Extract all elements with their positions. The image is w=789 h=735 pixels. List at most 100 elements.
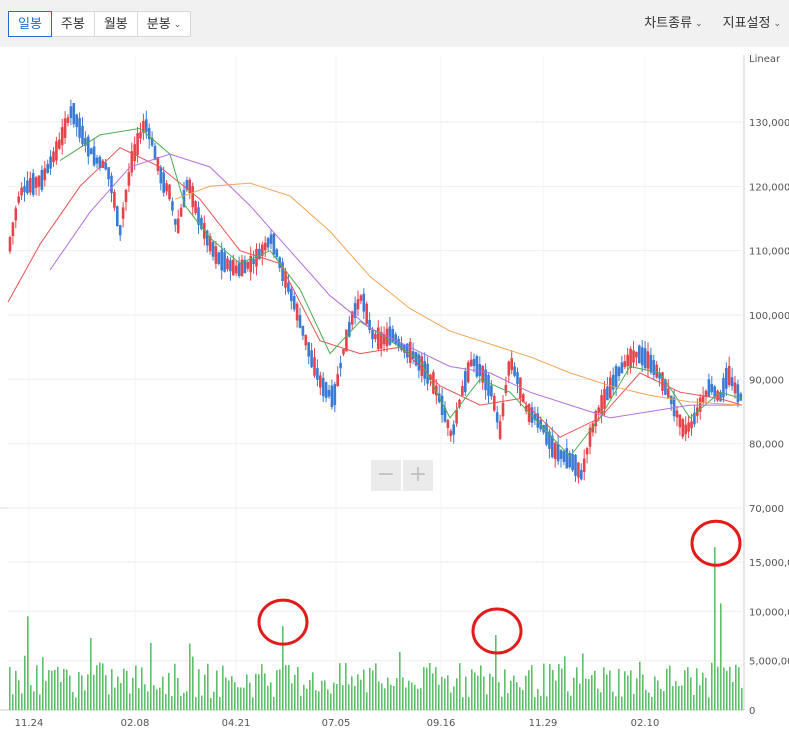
candle-body (623, 361, 627, 368)
candle-body (388, 326, 392, 345)
candle-body (600, 395, 603, 414)
candle-body (469, 359, 473, 367)
candle-body (548, 431, 551, 449)
volume-bar (729, 666, 731, 710)
volume-bar (549, 664, 551, 710)
candle-body (675, 410, 679, 418)
candle-body (609, 377, 612, 399)
candle-body (571, 454, 574, 471)
volume-bar (111, 669, 113, 710)
candle-body (464, 371, 467, 393)
candle-body (8, 236, 12, 252)
indicator-settings-menu[interactable]: 지표설정 ⌄ (723, 11, 781, 37)
volume-bar (411, 682, 413, 710)
volume-bar (450, 692, 452, 710)
volume-bar (360, 679, 362, 710)
candle-body (240, 259, 244, 276)
candle-body (725, 367, 728, 389)
volume-bar (249, 682, 251, 710)
candle-body (124, 189, 128, 203)
candle-body (348, 321, 351, 337)
candle-body (530, 407, 534, 423)
volume-bar (84, 690, 86, 710)
volume-bar (114, 687, 116, 710)
volume-bar (171, 696, 173, 710)
candle-body (556, 444, 560, 462)
volume-bar (243, 687, 245, 710)
candle-body (524, 405, 528, 412)
volume-bar (423, 666, 425, 710)
volume-bar (651, 696, 653, 710)
volume-bar (702, 672, 704, 710)
candle-body (72, 103, 76, 125)
price-tick-label: 110,000 (749, 247, 789, 258)
candle-body (118, 225, 122, 236)
tab-weekly[interactable]: 주봉 (50, 11, 95, 37)
candle-body (484, 369, 487, 391)
volume-bar (165, 694, 167, 710)
candle-body (197, 207, 200, 225)
volume-bar (54, 669, 56, 710)
candle-body (495, 412, 499, 423)
volume-bar (195, 697, 197, 710)
candle-body (472, 359, 476, 367)
volume-bar (72, 692, 74, 710)
volume-bar (330, 693, 332, 710)
stock-chart[interactable]: 130,000 120,000 110,000 100,000 90,000 80,000… (0, 47, 789, 735)
tab-monthly[interactable]: 월봉 (93, 11, 138, 37)
candle-body (707, 379, 711, 397)
candlesticks (8, 99, 743, 484)
candle-body (391, 329, 395, 342)
candle-body (638, 345, 641, 364)
chart-type-menu[interactable]: 차트종류 ⌄ (644, 11, 702, 37)
candle-body (29, 178, 32, 193)
volume-bar (96, 665, 98, 710)
candle-body (510, 358, 513, 371)
volume-bar (384, 688, 386, 710)
volume-bar (345, 663, 347, 710)
candle-body (272, 233, 276, 255)
candle-body (664, 379, 667, 395)
candle-body (727, 365, 731, 385)
candle-body (667, 388, 670, 398)
volume-bar (459, 663, 461, 710)
volume-bar (426, 667, 428, 710)
volume-bar (270, 682, 272, 710)
candle-body (263, 242, 267, 251)
volume-bar (78, 672, 80, 710)
volume-bar (318, 691, 320, 710)
candle-body (420, 356, 424, 377)
candle-body (417, 354, 421, 371)
volume-bar (483, 676, 485, 710)
volume-bar (315, 690, 317, 710)
candle-body (136, 133, 139, 155)
candle-body (565, 448, 569, 469)
candle-body (252, 258, 255, 265)
candle-body (159, 167, 163, 184)
candle-body (37, 175, 41, 187)
chevron-down-icon: ⌄ (773, 19, 781, 29)
zoom-out-button[interactable]: − (371, 460, 401, 491)
candle-body (171, 201, 174, 211)
candle-body (440, 395, 444, 416)
candle-body (316, 368, 319, 380)
candle-body (377, 327, 380, 350)
candle-body (568, 453, 571, 468)
candle-body (307, 342, 310, 357)
tab-minute[interactable]: 분봉 ⌄ (136, 11, 192, 37)
volume-bar (432, 673, 434, 710)
volume-bar (354, 685, 356, 710)
zoom-in-button[interactable]: + (403, 460, 433, 491)
candle-body (313, 357, 316, 376)
candle-body (371, 329, 374, 340)
highlight-circle (690, 519, 742, 567)
volume-bar (564, 656, 566, 710)
candle-body (246, 261, 250, 269)
candle-body (716, 390, 719, 401)
candle-body (145, 119, 148, 132)
candle-body (46, 163, 49, 173)
candle-body (95, 157, 99, 164)
tab-daily[interactable]: 일봉 (8, 11, 52, 37)
candle-body (87, 136, 90, 157)
volume-bar (453, 686, 455, 710)
